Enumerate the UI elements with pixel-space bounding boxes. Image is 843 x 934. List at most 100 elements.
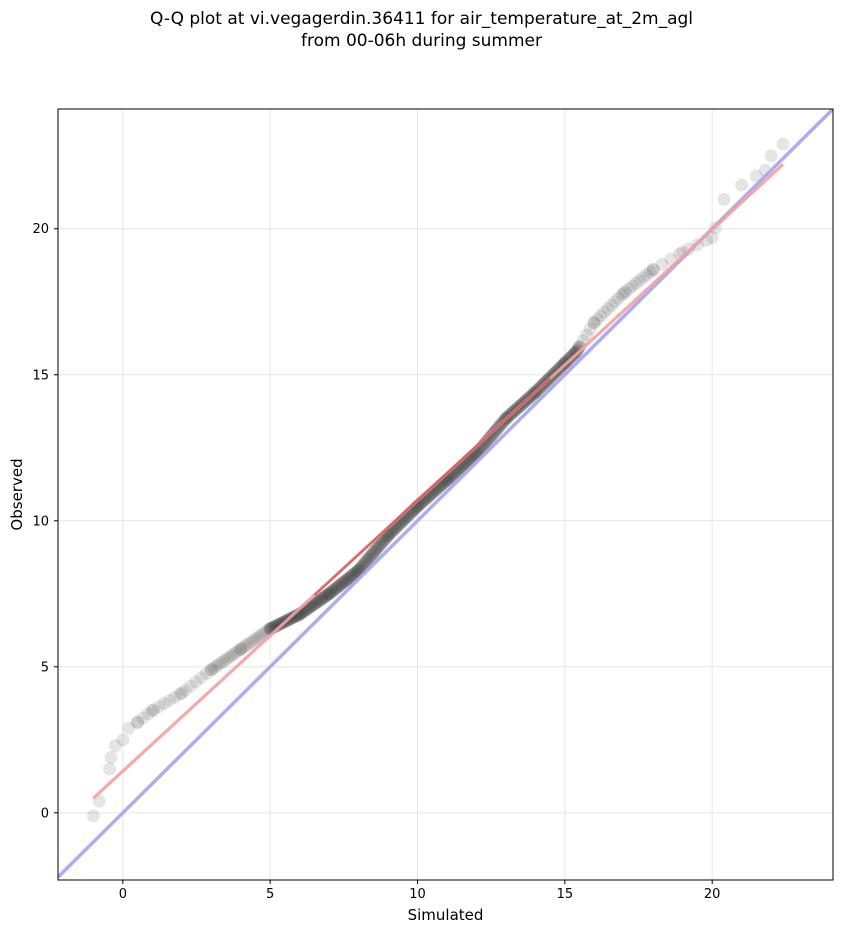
qq-point [322,587,336,601]
qq-point [583,322,597,336]
qq-point [378,532,392,546]
qq-point [217,654,231,668]
qq-point [570,344,584,358]
qq-point [764,149,778,163]
qq-point [233,642,247,656]
qq-point [776,137,790,151]
qq-point [601,302,615,316]
qq-point [335,577,349,591]
axis-ticks: 0 5 10 15 20 0 5 10 15 20 [32,222,720,902]
qq-point [320,588,334,602]
qq-point [377,533,391,547]
qq-point [236,641,250,655]
qq-point [338,574,352,588]
qq-point [168,690,182,704]
x-tick-label: 5 [266,887,274,902]
qq-point [339,573,353,587]
qq-point [337,575,351,589]
qq-point [215,655,229,669]
qq-point [488,425,502,439]
qq-point [239,639,253,653]
qq-point [273,617,287,631]
qq-point [340,573,354,587]
qq-point [271,618,285,632]
qq-point [131,715,145,729]
x-tick-label: 20 [704,887,721,902]
qq-point [608,295,622,309]
qq-point [223,650,237,664]
qq-point [485,428,499,442]
qq-point [611,291,625,305]
qq-point [329,581,343,595]
qq-point [368,543,382,557]
qq-point [347,567,361,581]
qq-point [234,642,248,656]
qq-point [318,590,332,604]
qq-point [370,541,384,555]
qq-point [336,576,350,590]
qq-point [311,595,325,609]
qq-point [367,546,381,560]
qq-point [343,570,357,584]
x-axis-label: Simulated [408,906,484,924]
plot-area [58,109,833,879]
qq-point [342,571,356,585]
qq-point [482,431,496,445]
qq-point [590,312,604,326]
qq-point [272,617,286,631]
qq-point [162,693,176,707]
qq-point [306,598,320,612]
qq-point [313,593,327,607]
qq-point [604,298,618,312]
qq-point [319,589,333,603]
fit-line-dense-segment [313,377,551,596]
qq-point [212,657,226,671]
qq-point [131,715,145,729]
x-tick-label: 15 [557,887,574,902]
y-tick-label: 5 [41,660,49,675]
qq-point [376,534,390,548]
qq-point [317,590,331,604]
qq-point [326,584,340,598]
qq-point [484,429,498,443]
qq-point [136,711,150,725]
qq-point [341,572,355,586]
qq-point [332,579,346,593]
qq-point [373,538,387,552]
qq-point [315,592,329,605]
qq-point [157,697,171,711]
qq-point [348,566,362,580]
qq-point [360,554,374,568]
qq-point [321,588,335,602]
qq-point [173,687,187,701]
qq-point [626,279,640,293]
qq-point [306,598,320,612]
qq-point [346,568,360,582]
y-tick-label: 15 [32,368,49,383]
chart-title: Q-Q plot at vi.vegagerdin.36411 for air_… [0,8,843,52]
qq-point [366,547,380,561]
qq-point [379,531,393,545]
qq-point [204,663,218,677]
qq-point [207,661,221,675]
qq-point [310,595,324,609]
qq-point [322,587,336,601]
qq-point [86,809,100,823]
qq-point [643,265,657,279]
qq-point [364,549,378,563]
qq-point [646,263,660,277]
qq-point [629,276,643,290]
qq-point [355,559,369,573]
qq-point [252,630,266,644]
qq-point [372,539,386,553]
y-axis-label: Observed [8,458,26,530]
qq-point [636,271,650,285]
qq-point [324,585,338,599]
x-tick-label: 0 [119,887,127,902]
qq-point [568,346,582,360]
qq-point [570,344,584,358]
grid-lines [58,109,833,880]
qq-point [359,555,373,569]
qq-point [345,568,359,582]
